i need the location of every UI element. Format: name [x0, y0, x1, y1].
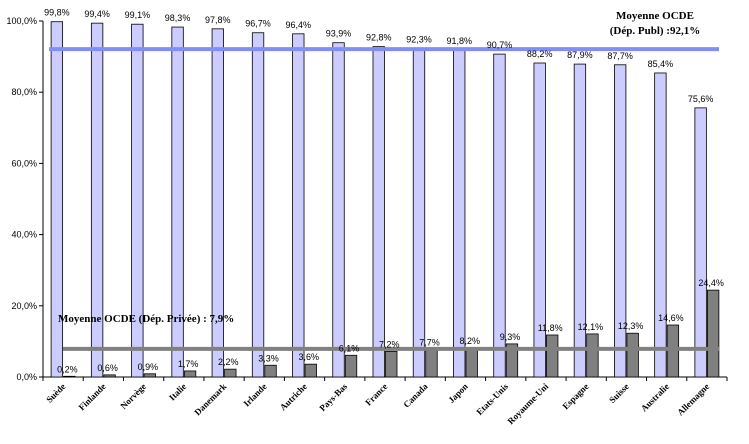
bar-public-label: 87,9% [567, 50, 593, 60]
bars [50, 21, 720, 378]
bar-private [63, 375, 76, 378]
category-label: Espagne [561, 381, 591, 411]
bar-public [372, 46, 385, 378]
category-label: Danemark [192, 381, 228, 417]
bar-public-label: 99,8% [44, 8, 70, 18]
bar-public [694, 107, 707, 378]
bar-private-label: 12,3% [618, 321, 644, 331]
bar-public-label: 93,9% [326, 29, 352, 39]
category-label: Suède [44, 381, 67, 404]
bar-private [143, 373, 156, 378]
bar-public-label: 75,6% [688, 94, 714, 104]
bar-private [626, 332, 639, 378]
bar-public-label: 98,3% [165, 13, 191, 23]
bar-private-label: 7,7% [419, 338, 440, 348]
category-label: France [363, 381, 389, 407]
bar-public [171, 26, 184, 378]
bar-private [304, 363, 317, 378]
bar-public [412, 48, 426, 378]
category-label: Irlande [241, 381, 268, 408]
bar-private [385, 350, 398, 378]
category-label: Italie [167, 381, 188, 402]
bar-public [251, 32, 265, 378]
bar-private [183, 370, 197, 378]
bar-private-label: 12,1% [578, 322, 604, 332]
category-label: Pays-Bas [317, 381, 349, 413]
bar-public [90, 22, 104, 378]
bar-private [465, 347, 478, 378]
bar-public-label: 97,8% [205, 15, 231, 25]
bar-public-label: 85,4% [648, 59, 674, 69]
bar-public-label: 99,4% [84, 9, 110, 19]
bar-private-label: 9,3% [500, 332, 521, 342]
bar-private [666, 324, 680, 378]
category-label: Royaume-Uni [505, 381, 550, 426]
category-label: Canada [401, 381, 430, 410]
bar-public [332, 42, 345, 378]
bar-public [493, 53, 506, 378]
bar-public-label: 87,7% [607, 51, 633, 61]
bar-private-label: 11,8% [538, 323, 563, 333]
public-average-label-line2: (Dép. Publ) :92,1% [610, 25, 700, 37]
y-tick-label: 80,0% [11, 87, 37, 97]
bar-public-label: 88,2% [527, 49, 553, 59]
bar-private [546, 334, 559, 378]
bar-private [425, 349, 438, 378]
public-average-label-line1: Moyenne OCDE [616, 10, 694, 22]
bar-public-label: 91,8% [446, 36, 472, 46]
y-tick-label: 60,0% [11, 158, 37, 168]
bar-private [706, 289, 720, 378]
bar-private [224, 368, 237, 378]
bar-public [211, 28, 224, 378]
bar-public [654, 72, 667, 378]
bar-public-label: 96,4% [286, 20, 312, 30]
bar-private-label: 14,6% [658, 313, 684, 323]
bar-private-label: 0,2% [57, 364, 78, 374]
category-label: Etats-Unis [474, 381, 510, 417]
y-tick-label: 0,0% [16, 372, 37, 382]
bar-private [264, 364, 277, 378]
bar-public-label: 92,3% [406, 34, 432, 44]
y-tick-label: 100,0% [6, 16, 37, 26]
category-label: Australie [639, 381, 671, 413]
bar-private-label: 6,1% [339, 343, 360, 353]
category-label: Japon [446, 381, 470, 405]
bar-public-label: 92,8% [366, 33, 392, 43]
reference-lines [49, 47, 719, 351]
bar-private [586, 333, 599, 378]
bar-public-label: 96,7% [245, 19, 271, 29]
category-label: Finlande [77, 381, 108, 412]
bar-public-label: 99,1% [125, 10, 151, 20]
bar-private-label: 3,3% [258, 353, 279, 363]
bar-private-label: 0,6% [97, 363, 118, 373]
category-label: Norvège [118, 381, 148, 411]
y-tick-label: 20,0% [11, 301, 37, 311]
bar-private-label: 7,2% [379, 339, 400, 349]
bar-private [103, 374, 116, 378]
private-average-label: Moyenne OCDE (Dép. Privée) : 7,9% [58, 313, 234, 325]
bar-private-label: 0,9% [138, 362, 159, 372]
category-label: Autriche [278, 381, 309, 412]
bar-public [453, 49, 466, 378]
category-label: Suisse [607, 381, 631, 405]
bar-public [533, 62, 546, 378]
bar-public [131, 23, 144, 378]
bar-private-label: 1,7% [178, 359, 199, 369]
category-label: Allemagne [675, 381, 711, 417]
bar-public [50, 21, 64, 378]
bar-private-label: 3,6% [299, 352, 320, 362]
bar-private-label: 24,4% [698, 278, 724, 288]
bar-private [505, 343, 519, 378]
bar-private-label: 2,2% [218, 357, 239, 367]
axes: 0,0% 20,0% 40,0% 60,0% 80,0% 100,0% [6, 16, 728, 382]
bar-public [614, 64, 627, 378]
bar-private-label: 8,2% [459, 336, 480, 346]
bar-public [292, 33, 305, 378]
y-tick-label: 40,0% [11, 230, 37, 240]
bar-private [344, 354, 358, 378]
bar-public [573, 63, 587, 378]
bar-public-label: 90,7% [487, 40, 513, 50]
